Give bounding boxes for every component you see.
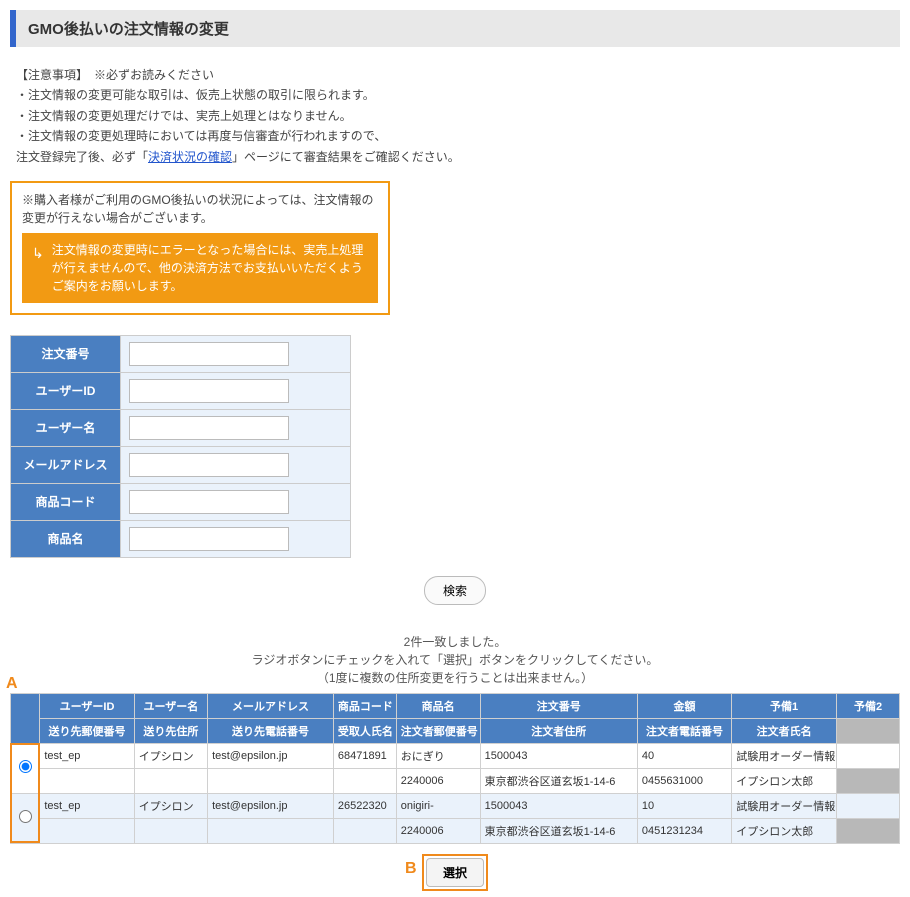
table-cell [333,818,396,843]
table-cell: 40 [637,743,731,768]
table-cell: イプシロン太郎 [732,818,837,843]
table-cell: test_ep [40,793,134,818]
search-field-label: ユーザー名 [11,409,121,446]
row-select-radio[interactable] [19,810,32,823]
table-cell: test@epsilon.jp [208,743,334,768]
column-header: 商品名 [396,693,480,718]
table-cell: 1500043 [480,793,637,818]
confirm-status-link[interactable]: 決済状況の確認 [148,150,232,164]
callout-label-b: B [405,860,417,878]
column-header: 送り先住所 [134,718,207,743]
column-header: 金額 [637,693,731,718]
table-cell [134,818,207,843]
column-header: 商品コード [333,693,396,718]
warning-inner-text: 注文情報の変更時にエラーとなった場合には、実売上処理が行えませんので、他の決済方… [52,241,368,295]
page-title: GMO後払いの注文情報の変更 [10,10,900,47]
warning-box: ※購入者様がご利用のGMO後払いの状況によっては、注文情報の変更が行えない場合が… [10,181,390,315]
search-field-label: ユーザーID [11,372,121,409]
notice-heading: 【注意事項】 ※必ずお読みください [16,65,900,85]
table-cell: test_ep [40,743,134,768]
results-note: （1度に複数の住所変更を行うことは出来ません。） [10,669,900,687]
product-name-input[interactable] [129,527,289,551]
table-cell [208,768,334,793]
product-code-input[interactable] [129,490,289,514]
results-table: ユーザーIDユーザー名メールアドレス商品コード商品名注文番号金額予備1予備2 送り… [10,693,900,844]
table-cell: 26522320 [333,793,396,818]
column-header: 注文者電話番号 [637,718,731,743]
order-no-input[interactable] [129,342,289,366]
results-instruction: ラジオボタンにチェックを入れて「選択」ボタンをクリックしてください。 [10,651,900,669]
table-cell [837,793,900,818]
table-cell: onigiri- [396,793,480,818]
table-cell: おにぎり [396,743,480,768]
arrow-icon: ↳ [32,241,44,295]
table-cell [333,768,396,793]
column-header: ユーザーID [40,693,134,718]
notice-line-suffix: 」ページにて審査結果をご確認ください。 [232,150,460,164]
email-input[interactable] [129,453,289,477]
notice-block: 【注意事項】 ※必ずお読みください ・注文情報の変更可能な取引は、仮売上状態の取… [10,65,900,167]
notice-line: ・注文情報の変更処理だけでは、実売上処理とはなりません。 [16,106,900,126]
table-cell: 試験用オーダー情報 [732,743,837,768]
table-cell [837,743,900,768]
table-cell: 1500043 [480,743,637,768]
table-row-radio-cell [11,793,40,843]
table-cell [40,818,134,843]
table-cell: 68471891 [333,743,396,768]
table-cell: 10 [637,793,731,818]
search-field-label: 注文番号 [11,335,121,372]
column-header: 注文者郵便番号 [396,718,480,743]
search-field-label: メールアドレス [11,446,121,483]
table-cell: 東京都渋谷区道玄坂1-14-6 [480,768,637,793]
results-message: 2件一致しました。 ラジオボタンにチェックを入れて「選択」ボタンをクリックしてく… [10,633,900,687]
warning-outer-text: ※購入者様がご利用のGMO後払いの状況によっては、注文情報の変更が行えない場合が… [22,191,378,227]
notice-line-prefix: 注文登録完了後、必ず「 [16,150,148,164]
notice-line: ・注文情報の変更可能な取引は、仮売上状態の取引に限られます。 [16,85,900,105]
search-field-label: 商品コード [11,483,121,520]
table-cell: イプシロン [134,793,207,818]
table-cell: test@epsilon.jp [208,793,334,818]
table-row-radio-cell [11,743,40,793]
column-header: ユーザー名 [134,693,207,718]
table-cell [134,768,207,793]
search-button[interactable]: 検索 [424,576,486,605]
user-id-input[interactable] [129,379,289,403]
table-cell-empty [837,818,900,843]
user-name-input[interactable] [129,416,289,440]
notice-line: ・注文情報の変更処理時においては再度与信審査が行われますので、 [16,126,900,146]
column-header: 送り先電話番号 [208,718,334,743]
column-header: メールアドレス [208,693,334,718]
table-cell: イプシロン太郎 [732,768,837,793]
table-cell-empty [837,768,900,793]
column-header-empty [837,718,900,743]
column-header: 注文者住所 [480,718,637,743]
table-cell: 東京都渋谷区道玄坂1-14-6 [480,818,637,843]
table-cell: 試験用オーダー情報 [732,793,837,818]
search-form: 注文番号ユーザーIDユーザー名メールアドレス商品コード商品名 [10,335,351,558]
table-cell: 0451231234 [637,818,731,843]
table-cell: 2240006 [396,768,480,793]
table-cell: イプシロン [134,743,207,768]
table-cell: 2240006 [396,818,480,843]
radio-header [11,693,40,743]
row-select-radio[interactable] [19,760,32,773]
notice-line: 注文登録完了後、必ず「決済状況の確認」ページにて審査結果をご確認ください。 [16,147,900,167]
select-button[interactable]: 選択 [426,858,484,887]
column-header: 予備1 [732,693,837,718]
table-cell [208,818,334,843]
search-field-label: 商品名 [11,520,121,557]
column-header: 注文番号 [480,693,637,718]
table-cell [40,768,134,793]
column-header: 送り先郵便番号 [40,718,134,743]
column-header: 注文者氏名 [732,718,837,743]
table-cell: 0455631000 [637,768,731,793]
warning-inner: ↳ 注文情報の変更時にエラーとなった場合には、実売上処理が行えませんので、他の決… [22,233,378,303]
results-count: 2件一致しました。 [10,633,900,651]
column-header: 予備2 [837,693,900,718]
column-header: 受取人氏名 [333,718,396,743]
